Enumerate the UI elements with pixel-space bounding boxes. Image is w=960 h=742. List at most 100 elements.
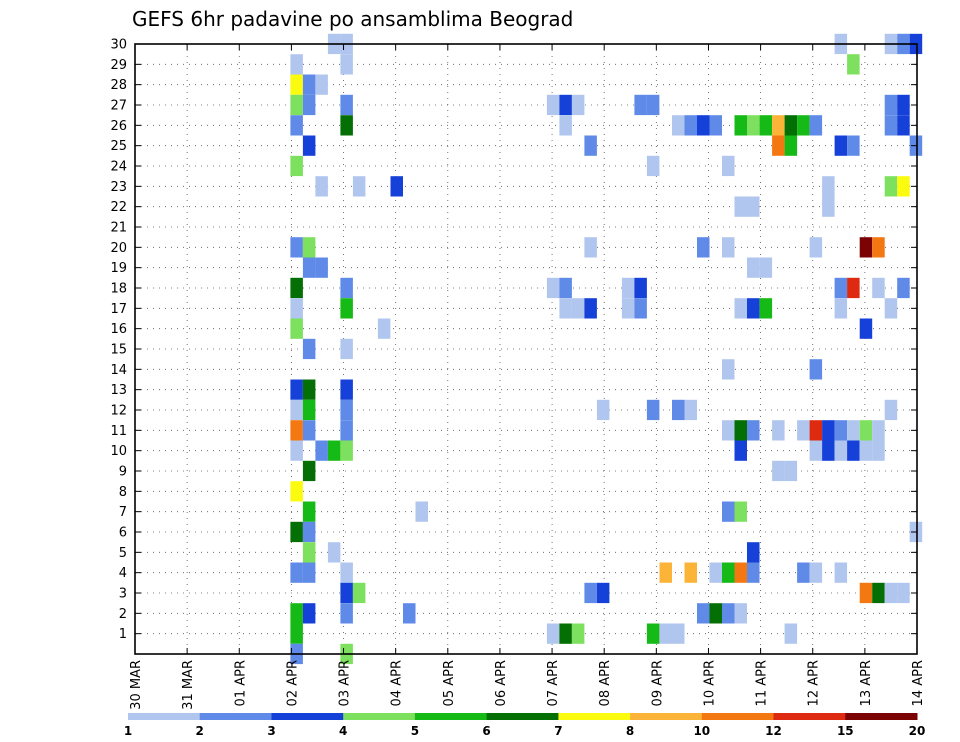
x-tick-label: 05 APR bbox=[442, 660, 457, 706]
heatmap-cell bbox=[747, 196, 760, 217]
y-tick-label: 14 bbox=[110, 363, 127, 378]
heatmap-cell bbox=[315, 257, 328, 278]
y-tick-label: 29 bbox=[110, 58, 127, 73]
heatmap-cell bbox=[302, 338, 316, 360]
colorbar-label: 1 bbox=[124, 724, 132, 738]
heatmap-cell bbox=[872, 440, 885, 461]
y-tick-label: 17 bbox=[110, 302, 127, 317]
y-tick-label: 24 bbox=[110, 160, 127, 175]
heatmap-cell bbox=[672, 623, 685, 644]
heatmap-cell bbox=[302, 501, 316, 522]
y-tick-label: 13 bbox=[110, 383, 127, 398]
colorbar-swatch bbox=[199, 713, 272, 720]
heatmap-cell bbox=[352, 176, 366, 197]
heatmap-cell bbox=[747, 542, 760, 563]
heatmap-cell bbox=[290, 298, 303, 319]
heatmap-cell bbox=[340, 420, 353, 441]
x-tick-label: 02 APR bbox=[285, 660, 300, 706]
colorbar-swatch bbox=[773, 713, 846, 720]
y-tick-label: 9 bbox=[119, 465, 127, 480]
heatmap-cell bbox=[722, 237, 735, 258]
heatmap-cell bbox=[290, 94, 303, 116]
heatmap-cell bbox=[772, 115, 785, 136]
heatmap-cell bbox=[884, 298, 898, 319]
heatmap-cell bbox=[722, 420, 735, 441]
heatmap-cell bbox=[571, 94, 585, 116]
heatmap-cell bbox=[759, 298, 773, 319]
y-tick-label: 12 bbox=[110, 404, 127, 419]
heatmap-cell bbox=[340, 562, 353, 583]
heatmap-cell bbox=[759, 115, 773, 136]
heatmap-cell bbox=[302, 542, 316, 563]
heatmap-cell bbox=[747, 562, 760, 583]
heatmap-cell bbox=[546, 623, 560, 644]
x-tick-label: 07 APR bbox=[546, 660, 561, 706]
heatmap-cell bbox=[809, 440, 823, 461]
heatmap-cell bbox=[722, 359, 735, 380]
x-tick-label: 09 APR bbox=[650, 660, 665, 706]
y-tick-label: 16 bbox=[110, 322, 127, 337]
heatmap-cell bbox=[340, 338, 353, 360]
heatmap-cell bbox=[290, 521, 303, 543]
x-tick-label: 08 APR bbox=[598, 660, 613, 706]
heatmap-cell bbox=[290, 562, 303, 583]
heatmap-cell bbox=[834, 562, 848, 583]
heatmap-cell bbox=[747, 298, 760, 319]
heatmap-cell bbox=[327, 440, 341, 461]
heatmap-cell bbox=[859, 318, 873, 339]
heatmap-cell bbox=[302, 135, 316, 156]
y-tick-label: 26 bbox=[110, 119, 127, 134]
heatmap-cell bbox=[584, 582, 597, 604]
heatmap-cell bbox=[797, 562, 810, 583]
heatmap-cell bbox=[822, 420, 835, 441]
heatmap-cell bbox=[546, 277, 560, 299]
heatmap-cell bbox=[290, 420, 303, 441]
heatmap-cell bbox=[290, 115, 303, 136]
y-tick-label: 19 bbox=[110, 261, 127, 276]
heatmap-cell bbox=[596, 399, 610, 421]
heatmap-cell bbox=[415, 501, 428, 522]
heatmap-cell bbox=[897, 176, 910, 197]
heatmap-cell bbox=[722, 501, 735, 522]
heatmap-cell bbox=[290, 440, 303, 461]
heatmap-cell bbox=[315, 74, 328, 95]
heatmap-cell bbox=[290, 155, 303, 177]
heatmap-cell bbox=[659, 623, 672, 644]
heatmap-cell bbox=[340, 603, 353, 624]
heatmap-cell bbox=[872, 277, 885, 299]
heatmap-cell bbox=[315, 440, 328, 461]
colorbar-swatch bbox=[343, 713, 416, 720]
heatmap-cell bbox=[809, 237, 823, 258]
heatmap-cell bbox=[834, 135, 848, 156]
y-tick-label: 10 bbox=[110, 444, 127, 459]
y-tick-label: 11 bbox=[110, 424, 127, 439]
heatmap-cell bbox=[290, 54, 303, 75]
x-tick-label: 13 APR bbox=[859, 660, 874, 706]
heatmap-cell bbox=[559, 298, 572, 319]
y-tick-label: 4 bbox=[119, 566, 127, 581]
heatmap-cell bbox=[834, 440, 848, 461]
heatmap-cell bbox=[634, 277, 647, 299]
heatmap-cell bbox=[646, 155, 660, 177]
colorbar-swatch bbox=[414, 713, 488, 720]
y-tick-label: 7 bbox=[119, 505, 127, 520]
heatmap-cell bbox=[884, 115, 898, 136]
x-tick-label: 01 APR bbox=[233, 660, 248, 706]
y-tick-label: 23 bbox=[110, 180, 127, 195]
heatmap-cell bbox=[302, 562, 316, 583]
heatmap-cell bbox=[302, 94, 316, 116]
heatmap-cell bbox=[884, 582, 898, 604]
colorbar-label: 15 bbox=[837, 724, 854, 738]
heatmap-cell bbox=[884, 94, 898, 116]
heatmap-cell bbox=[822, 176, 835, 197]
heatmap-cell bbox=[559, 94, 572, 116]
heatmap-cell bbox=[722, 603, 735, 624]
x-tick-label: 03 APR bbox=[338, 660, 353, 706]
heatmap-cell bbox=[797, 420, 810, 441]
x-tick-label: 31 MAR bbox=[181, 660, 196, 710]
heatmap-cell bbox=[340, 115, 353, 136]
heatmap-cell bbox=[546, 94, 560, 116]
heatmap-cell bbox=[697, 115, 710, 136]
heatmap-cell bbox=[734, 298, 747, 319]
colorbar-label: 5 bbox=[411, 724, 419, 738]
